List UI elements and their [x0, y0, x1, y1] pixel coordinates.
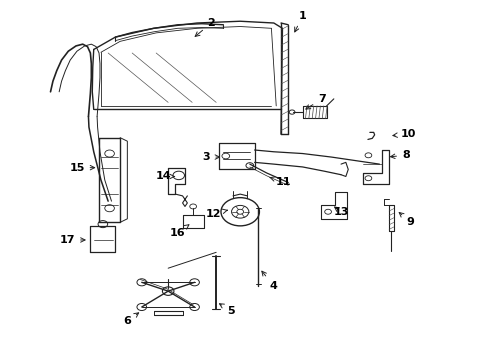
Text: 4: 4 [262, 271, 278, 291]
Circle shape [137, 303, 147, 311]
Text: 1: 1 [294, 11, 307, 32]
Circle shape [246, 163, 254, 168]
Circle shape [162, 287, 174, 295]
Circle shape [190, 204, 196, 209]
Text: 11: 11 [270, 177, 291, 187]
Circle shape [190, 303, 199, 311]
Text: 14: 14 [155, 171, 174, 181]
Text: 7: 7 [306, 94, 326, 109]
Text: 6: 6 [123, 313, 139, 326]
Circle shape [289, 110, 295, 114]
Text: 8: 8 [391, 150, 410, 160]
Text: 16: 16 [170, 225, 189, 238]
Circle shape [190, 279, 199, 286]
Text: 2: 2 [195, 18, 215, 36]
Text: 15: 15 [69, 163, 95, 173]
Text: 10: 10 [393, 129, 416, 139]
Text: 17: 17 [60, 235, 85, 245]
Circle shape [137, 279, 147, 286]
Text: 3: 3 [203, 152, 220, 162]
Text: 12: 12 [206, 208, 227, 219]
Circle shape [237, 209, 244, 214]
Text: 13: 13 [333, 207, 349, 217]
Text: 5: 5 [220, 304, 234, 315]
Text: 9: 9 [399, 212, 415, 227]
